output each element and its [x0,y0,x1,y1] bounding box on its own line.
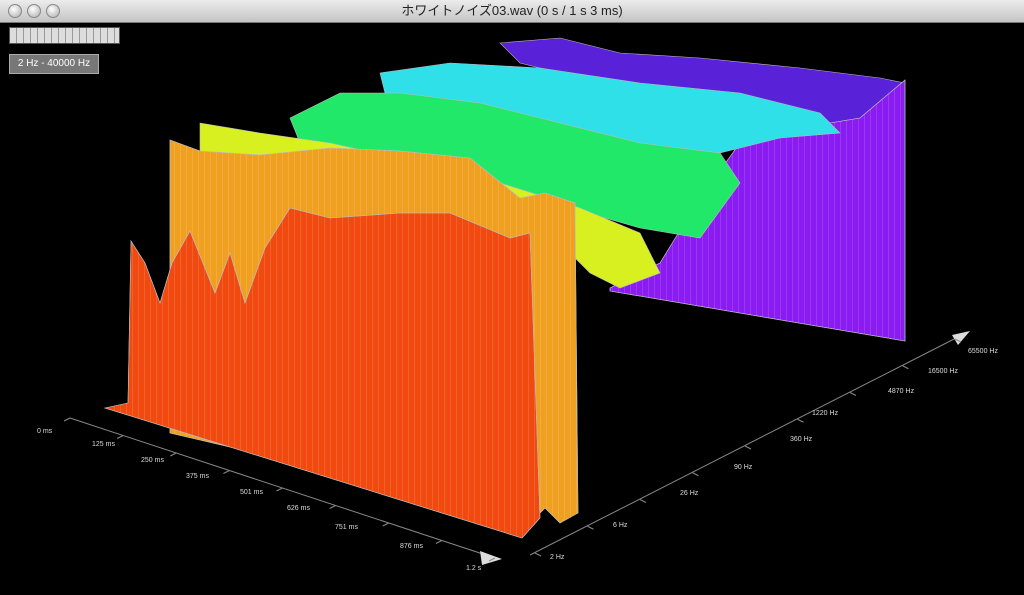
time-tick [329,505,336,509]
frequency-axis-label: 16500 Hz [928,368,958,375]
time-axis-label: 375 ms [186,473,209,480]
frequency-axis-arrow [952,331,970,345]
time-axis-label: 250 ms [141,457,164,464]
time-axis-label: 751 ms [335,524,358,531]
time-tick [276,487,283,492]
frequency-axis-label: 360 Hz [790,436,813,443]
axes: 0 ms 125 ms 250 ms 375 ms 501 ms 626 ms 751 ms… [37,331,998,572]
frequency-tick [902,365,909,370]
frequency-tick [534,552,542,557]
time-axis-label: 1.2 s [466,565,482,572]
frequency-tick [954,338,962,343]
time-axis-label: 876 ms [400,543,423,550]
surface [103,37,906,539]
level-meter [9,27,120,44]
frequency-axis-line [529,335,961,556]
frequency-axis-label: 6 Hz [613,522,628,529]
time-tick [63,417,71,422]
time-tick [382,522,389,527]
frequency-tick [587,525,594,530]
frequency-axis-label: 1220 Hz [812,410,839,417]
slab-red-grid [103,207,541,539]
time-axis-label: 0 ms [37,428,53,435]
time-tick [223,470,230,474]
time-axis-arrow [480,551,502,565]
close-button[interactable] [8,4,22,18]
frequency-tick [744,445,752,450]
window-title: ホワイトノイズ03.wav (0 s / 1 s 3 ms) [401,3,623,18]
time-tick [116,435,124,439]
time-tick [488,557,496,562]
frequency-tick [849,392,857,396]
frequency-axis-label: 4870 Hz [888,388,915,395]
title-bar: ホワイトノイズ03.wav (0 s / 1 s 3 ms) [0,0,1024,23]
time-axis-label: 125 ms [92,441,115,448]
time-tick [435,540,443,544]
frequency-tick [639,499,647,503]
frequency-axis-label: 65500 Hz [968,348,998,355]
range-button[interactable]: 2 Hz - 40000 Hz [9,54,99,74]
zoom-button[interactable] [46,4,60,18]
time-axis-label: 626 ms [287,505,310,512]
minimize-button[interactable] [27,4,41,18]
time-tick [170,452,177,457]
time-axis-label: 501 ms [240,489,263,496]
spectrogram-3d: 0 ms 125 ms 250 ms 375 ms 501 ms 626 ms 751 ms… [37,37,998,572]
frequency-axis-label: 26 Hz [680,490,699,497]
frequency-axis-label: 90 Hz [734,464,753,471]
frequency-tick [797,418,804,423]
frequency-axis-label: 2 Hz [550,554,565,561]
frequency-tick [692,472,699,477]
